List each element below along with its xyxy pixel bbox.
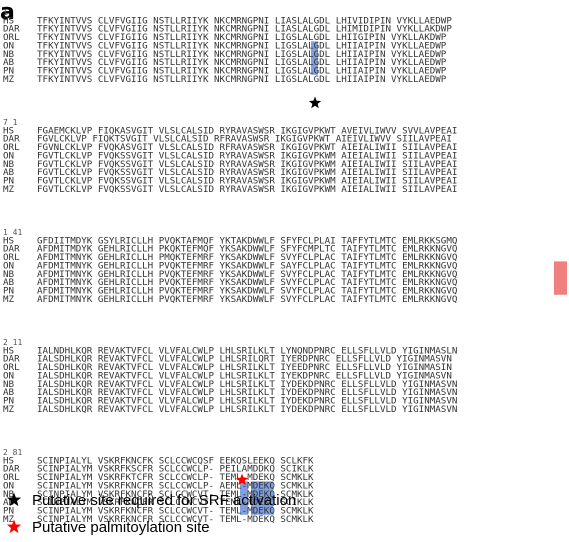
- block-start-number: 2 11: [3, 338, 22, 347]
- sequence-row: IALSDHLKQR REVAKTVFCL VLVFALCWLP LHLSRIL…: [37, 379, 457, 390]
- sequence-row: SCINPIALYM VSKRFKNCFR SCLCCWCLP- AEML-MD…: [37, 480, 314, 491]
- legend-label: Putative palmitoylation site: [32, 519, 210, 536]
- block-start-number: 1 41: [3, 228, 22, 237]
- species-name: ON: [3, 480, 14, 491]
- sequence-row: IALSDHLKQR REVAKTVFCL VLVFALCWLP LHLSRIL…: [37, 354, 452, 365]
- panel-label: a: [0, 0, 15, 25]
- sequence-row: FGVNLCKLVP FVQKASVGIT VLSLCALSID RFRAVAS…: [37, 142, 457, 153]
- sequence-row: SCINPIALYM VSKRFKTCFR SCLCCWCLP- TEML-MD…: [37, 472, 314, 483]
- species-name: ORL: [3, 362, 20, 373]
- species-name: ON: [3, 370, 14, 381]
- sequence-row: SCINPIALYM VSKRFKNCFR SCLCCWCVT- TEML-MD…: [37, 505, 314, 516]
- species-name: MZ: [3, 404, 15, 415]
- species-name: NB: [3, 379, 15, 390]
- sequence-row: SCINPIALYM VSKRFKNCFR SCLCCWCVT- TEML-MD…: [37, 514, 314, 525]
- sequence-row: AFDMITMNYK GEHLRICLLH PVQKTEFMRF YKSAKDW…: [37, 277, 457, 288]
- sequence-row: IALNDHLKQR REVAKTVFCL VLVFALCWLP LHLSRIL…: [37, 345, 457, 356]
- species-name: DAR: [3, 464, 20, 475]
- sequence-row: SCINPIALYM VSKRFKNCFR SCLCCWCVT- TEML-MD…: [37, 489, 314, 500]
- sequence-row: FGVTLCKLVP FVQKSSVGIT VLSLCALSID RYRAVAS…: [37, 150, 457, 161]
- sequence-row: TFKYINTVVS CLVFVGIIG NSTLLRIIYK NKCMRNGP…: [37, 40, 447, 51]
- species-name: NB: [3, 159, 15, 170]
- legend-black-star-icon: [6, 492, 22, 507]
- species-name: NB: [3, 49, 15, 60]
- sequence-row: FGAEMCKLVP FIQKASVGIT VLSLCALSID RYRAVAS…: [37, 125, 457, 136]
- sequence-row: TFKYINTVVS CLVFIGIIG NSTLLRIIYK NKCMRNGP…: [37, 32, 447, 43]
- species-name: HS: [3, 455, 14, 466]
- species-name: MZ: [3, 184, 15, 195]
- sequence-row: AFDMITMNYK GEHLRICLLH PVQKTEFMRF YKSAKDW…: [37, 285, 457, 296]
- legend-label: Putative site required for SRF activatio…: [32, 492, 296, 509]
- sequence-row: TFKYINTVVS CLVFVGIIG NSTLLRIIYK NKCMRNGP…: [37, 57, 447, 68]
- species-name: MZ: [3, 514, 15, 525]
- species-name: PN: [3, 505, 14, 516]
- sequence-row: AFDMITMNYK GEHLRICLLH PMQKTEFMRF YKSAKDW…: [37, 252, 457, 263]
- species-name: ON: [3, 260, 14, 271]
- palmitoylation-highlight-a: [240, 481, 248, 515]
- species-name: AB: [3, 387, 15, 398]
- species-name: NB: [3, 489, 15, 500]
- palmitoylation-highlight-b: [251, 481, 273, 515]
- sequence-row: FGVLCKLVP FIQKTSVGIT VLSLCALSID RFRAVASW…: [37, 134, 452, 145]
- species-name: ORL: [3, 32, 20, 43]
- species-name: PN: [3, 395, 14, 406]
- block-start-number: 2 81: [3, 448, 22, 457]
- species-name: ON: [3, 150, 14, 161]
- sequence-row: IALSDHLKQR REVAKTVFCL VLVFALCWLP LHLSRIL…: [37, 404, 457, 415]
- species-name: MZ: [3, 74, 15, 85]
- sequence-row: AFDMITMNYK GEHLRICLLH PVQKTEFMRF YKSAKDW…: [37, 260, 457, 271]
- species-name: HS: [3, 125, 14, 136]
- sequence-row: TFKYINTVVS CLVFVGIIG NSTLLRIIYK NKCMRNGP…: [37, 15, 452, 26]
- sequence-row: FGVTLCKLVP FVQKSSVGIT VLSLCALSID RYRAVAS…: [37, 184, 457, 195]
- species-name: PN: [3, 285, 14, 296]
- species-name: HS: [3, 345, 14, 356]
- species-name: NB: [3, 269, 15, 280]
- species-name: ORL: [3, 142, 20, 153]
- sequence-row: IALSDHLKQR REVAKTVFCL VLVFALCWLP LHLSRIL…: [37, 370, 452, 381]
- species-name: HS: [3, 15, 14, 26]
- red-highlight: [554, 261, 567, 295]
- species-name: ON: [3, 40, 14, 51]
- sequence-row: TFKYINTVVS CLVFVGIIG NSTLLRIIYK NKCMRNGP…: [37, 74, 447, 85]
- sequence-row: SCINPIALYM VSKRFKSCFR SCLCCWCLP- PEILAMD…: [37, 464, 314, 475]
- palmitoylation-star-icon: [235, 473, 249, 486]
- sequence-row: FGVTLCKLVP FVQKSSVGIT VLSLCALSID RYRAVAS…: [37, 175, 457, 186]
- species-name: DAR: [3, 354, 20, 365]
- sequence-row: AFDMITMNYK GEHLRICLLH PVQKTEFMRF YKSAKDW…: [37, 294, 457, 305]
- sequence-row: SCINPIALYL VSKRFKNCFK SCLCCWCQSF EEKQSLE…: [37, 455, 314, 466]
- species-name: PN: [3, 175, 14, 186]
- sequence-row: SCINPIALYM VSKRFKNCFR SCLCCWCVT- TEML-MD…: [37, 497, 314, 508]
- species-name: ORL: [3, 472, 20, 483]
- sequence-row: TFKYINTVVS CLVFVGIIG NSTLLRIIYK NKCMRNGP…: [37, 24, 452, 35]
- block-start-number: 7 1: [3, 118, 18, 127]
- sequence-row: FGVTLCKLVP FVQKSSVGIT VLSLCALSID RYRAVAS…: [37, 159, 457, 170]
- srf-site-star-icon: [308, 96, 322, 109]
- species-name: AB: [3, 57, 15, 68]
- species-name: PN: [3, 65, 14, 76]
- species-name: AB: [3, 277, 15, 288]
- legend-red-star-icon: [6, 519, 22, 534]
- sequence-row: FGVTLCKLVP FVQKSSVGIT VLSLCALSID RYRAVAS…: [37, 167, 457, 178]
- species-name: MZ: [3, 294, 15, 305]
- species-name: AB: [3, 167, 15, 178]
- species-name: DAR: [3, 134, 20, 145]
- species-name: DAR: [3, 244, 20, 255]
- sequence-row: AFDMITMDYK GEHLRICLLH PKQKTEFMQF YKSAKDW…: [37, 244, 457, 255]
- species-name: HS: [3, 235, 14, 246]
- sequence-row: AFDMITMNYK GEHLRICLLH PVQKTEFMRF YKSAKDW…: [37, 269, 457, 280]
- species-name: ORL: [3, 252, 20, 263]
- sequence-row: IALSDHLKQR REVAKTVFCL VLVFALCWLP LHLSRIL…: [37, 362, 452, 373]
- sequence-row: IALSDHLKQR REVAKTVFCL VLVFALCWLP LHLSRIL…: [37, 387, 457, 398]
- sequence-row: GFDIITMDYK GSYLRICLLH PVQKTAFMQF YKTAKDW…: [37, 235, 457, 246]
- sequence-row: TFKYINTVVS CLVFVGIIG NSTLLRIIYK NKCMRNGP…: [37, 49, 447, 60]
- species-name: AB: [3, 497, 15, 508]
- sequence-row: IALSDHLKQR REVAKTVFCL VLVFALCWLP LHLSRIL…: [37, 395, 457, 406]
- species-name: DAR: [3, 24, 20, 35]
- block-start-number: 1: [3, 8, 8, 17]
- srf-site-highlight: [311, 41, 318, 75]
- sequence-row: TFKYINTVVS CLVFVGIIG NSTLLRIIYK NKCMRNGP…: [37, 65, 447, 76]
